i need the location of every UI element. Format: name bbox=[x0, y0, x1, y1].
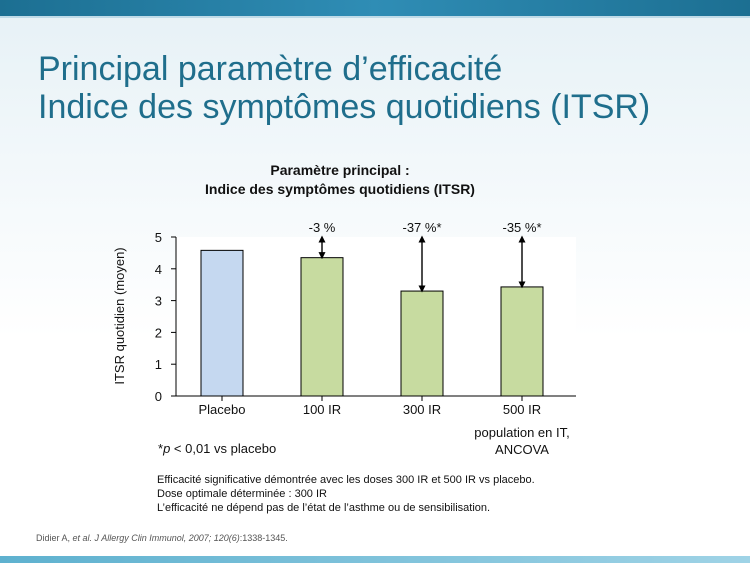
bar-2 bbox=[400, 290, 444, 397]
difference-label: -37 %* bbox=[402, 220, 441, 235]
difference-label: -35 %* bbox=[502, 220, 541, 235]
citation-pages: :1338-1345. bbox=[239, 533, 288, 543]
footnote-text: < 0,01 vs placebo bbox=[170, 441, 277, 456]
significance-footnote: *p < 0,01 vs placebo bbox=[158, 441, 276, 456]
note-line-3: L’efficacité ne dépend pas de l’état de … bbox=[157, 502, 491, 514]
y-tick-label: 5 bbox=[155, 230, 162, 245]
y-tick-label: 4 bbox=[155, 262, 162, 277]
footnote-p: p bbox=[163, 441, 171, 456]
slide-title-line-1: Principal paramètre d’efficacité bbox=[38, 50, 503, 88]
x-tick-label: 100 IR bbox=[303, 402, 341, 417]
y-axis-label: ITSR quotidien (moyen) bbox=[112, 247, 127, 384]
bottom-banner bbox=[0, 556, 750, 563]
top-banner bbox=[0, 0, 750, 16]
population-caption-line-2: ANCOVA bbox=[495, 442, 549, 457]
x-tick-label: 500 IR bbox=[503, 402, 541, 417]
citation-journal: et al. J Allergy Clin Immunol, 2007; 120… bbox=[72, 533, 240, 543]
top-divider bbox=[0, 16, 750, 18]
slide-title: Principal paramètre d’efficacité Indice … bbox=[38, 50, 650, 126]
conclusion-notes: Efficacité significative démontrée avec … bbox=[157, 473, 535, 515]
x-tick-label: Placebo bbox=[199, 402, 246, 417]
x-tick-label: 300 IR bbox=[403, 402, 441, 417]
y-tick-label: 0 bbox=[155, 389, 162, 404]
citation: Didier A, et al. J Allergy Clin Immunol,… bbox=[36, 533, 288, 543]
chart-title-line-1: Paramètre principal : bbox=[270, 162, 410, 178]
y-tick-label: 2 bbox=[155, 325, 162, 340]
y-tick-label: 1 bbox=[155, 357, 162, 372]
note-line-2: Dose optimale déterminée : 300 IR bbox=[157, 488, 327, 500]
population-caption-line-1: population en IT, bbox=[474, 425, 569, 440]
footnote-star: * bbox=[158, 441, 164, 456]
bar-0 bbox=[200, 249, 244, 397]
bar-3 bbox=[500, 286, 544, 397]
difference-label: -3 % bbox=[309, 220, 336, 235]
bar-1 bbox=[300, 257, 344, 397]
note-line-1: Efficacité significative démontrée avec … bbox=[157, 474, 535, 486]
chart-title: Paramètre principal : Indice des symptôm… bbox=[160, 161, 520, 199]
y-tick-label: 3 bbox=[155, 294, 162, 309]
slide-title-line-2: Indice des symptômes quotidiens (ITSR) bbox=[38, 88, 651, 126]
citation-authors: Didier A, bbox=[36, 533, 73, 543]
chart-title-line-2: Indice des symptômes quotidiens (ITSR) bbox=[205, 181, 475, 197]
